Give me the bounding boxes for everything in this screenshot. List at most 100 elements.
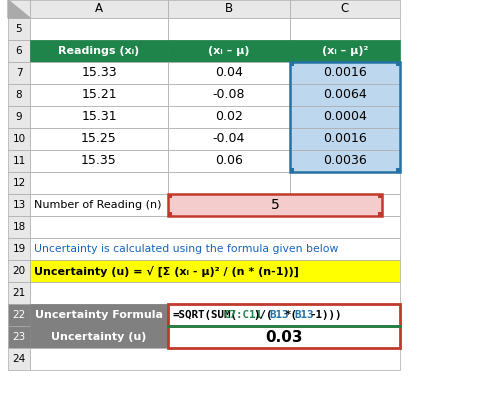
Bar [30, 348, 399, 370]
Text: 15.31: 15.31 [81, 111, 117, 124]
Bar [30, 194, 167, 216]
Text: 0.04: 0.04 [214, 67, 242, 79]
Bar [289, 62, 399, 172]
Bar [167, 84, 289, 106]
Text: 0.06: 0.06 [214, 154, 242, 168]
Text: 0.0036: 0.0036 [322, 154, 366, 168]
Bar [289, 62, 399, 84]
Bar [167, 106, 289, 128]
Text: (xᵢ – μ): (xᵢ – μ) [208, 46, 249, 56]
Text: 8: 8 [15, 90, 22, 100]
Text: Number of Reading (n): Number of Reading (n) [34, 200, 161, 210]
Bar [8, 0, 30, 18]
Bar [289, 18, 399, 40]
Bar [30, 84, 167, 106]
Polygon shape [8, 0, 30, 18]
Bar [167, 326, 399, 348]
Text: 0.03: 0.03 [265, 330, 302, 344]
Bar [30, 282, 399, 304]
Bar [8, 40, 30, 62]
Bar [8, 326, 30, 348]
Text: B13: B13 [294, 310, 313, 320]
Text: 5: 5 [15, 24, 22, 34]
Bar [289, 0, 399, 18]
Bar [167, 304, 399, 326]
Text: A: A [95, 2, 103, 16]
Bar [8, 84, 30, 106]
Bar [167, 150, 289, 172]
Text: =SQRT(SUM(: =SQRT(SUM( [173, 310, 238, 320]
Text: 5: 5 [270, 198, 279, 212]
Bar [8, 150, 30, 172]
Bar [30, 106, 167, 128]
Text: Uncertainty (u): Uncertainty (u) [51, 332, 146, 342]
Text: 10: 10 [13, 134, 26, 144]
Bar [167, 194, 381, 216]
Text: 15.33: 15.33 [81, 67, 117, 79]
Bar [167, 212, 172, 216]
Text: Uncertainty Formula: Uncertainty Formula [35, 310, 163, 320]
Text: 19: 19 [13, 244, 26, 254]
Bar [30, 238, 399, 260]
Text: 0.0016: 0.0016 [322, 132, 366, 146]
Text: 6: 6 [15, 46, 22, 56]
Text: 13: 13 [13, 200, 26, 210]
Text: C7:C11: C7:C11 [223, 310, 262, 320]
Bar [30, 40, 167, 62]
Text: 15.21: 15.21 [81, 89, 117, 101]
Bar [30, 62, 167, 84]
Bar [289, 150, 399, 172]
Text: 7: 7 [15, 68, 22, 78]
Bar [8, 216, 30, 238]
Bar [289, 128, 399, 150]
Bar [8, 194, 30, 216]
Text: 12: 12 [13, 178, 26, 188]
Text: 0.0004: 0.0004 [322, 111, 366, 124]
Bar [289, 40, 399, 62]
Bar [30, 172, 167, 194]
Text: B: B [225, 2, 233, 16]
Text: 15.25: 15.25 [81, 132, 117, 146]
Bar [8, 304, 30, 326]
Bar [377, 212, 381, 216]
Bar [289, 62, 293, 66]
Text: 0.02: 0.02 [214, 111, 242, 124]
Bar [30, 304, 167, 326]
Text: -0.08: -0.08 [212, 89, 245, 101]
Bar [167, 304, 399, 326]
Text: 0.0064: 0.0064 [322, 89, 366, 101]
Bar [167, 62, 289, 84]
Bar [30, 0, 167, 18]
Bar [8, 128, 30, 150]
Text: 20: 20 [13, 266, 26, 276]
Text: 15.35: 15.35 [81, 154, 117, 168]
Bar [30, 216, 399, 238]
Bar [289, 106, 399, 128]
Bar [8, 18, 30, 40]
Bar [167, 128, 289, 150]
Bar [167, 194, 381, 216]
Text: 24: 24 [13, 354, 26, 364]
Bar [167, 0, 289, 18]
Bar [289, 168, 293, 172]
Bar [30, 150, 167, 172]
Bar [395, 168, 399, 172]
Bar [8, 282, 30, 304]
Text: Uncertainty is calculated using the formula given below: Uncertainty is calculated using the form… [34, 244, 338, 254]
Bar [8, 238, 30, 260]
Text: 22: 22 [13, 310, 26, 320]
Bar [167, 40, 289, 62]
Bar [8, 260, 30, 282]
Bar [377, 194, 381, 198]
Bar [289, 84, 399, 106]
Bar [30, 260, 399, 282]
Bar [8, 348, 30, 370]
Bar [167, 326, 399, 348]
Bar [30, 128, 167, 150]
Text: -1))): -1))) [309, 310, 341, 320]
Bar [30, 326, 167, 348]
Text: (xᵢ – μ)²: (xᵢ – μ)² [321, 46, 367, 56]
Bar [8, 106, 30, 128]
Text: 9: 9 [15, 112, 22, 122]
Bar [8, 62, 30, 84]
